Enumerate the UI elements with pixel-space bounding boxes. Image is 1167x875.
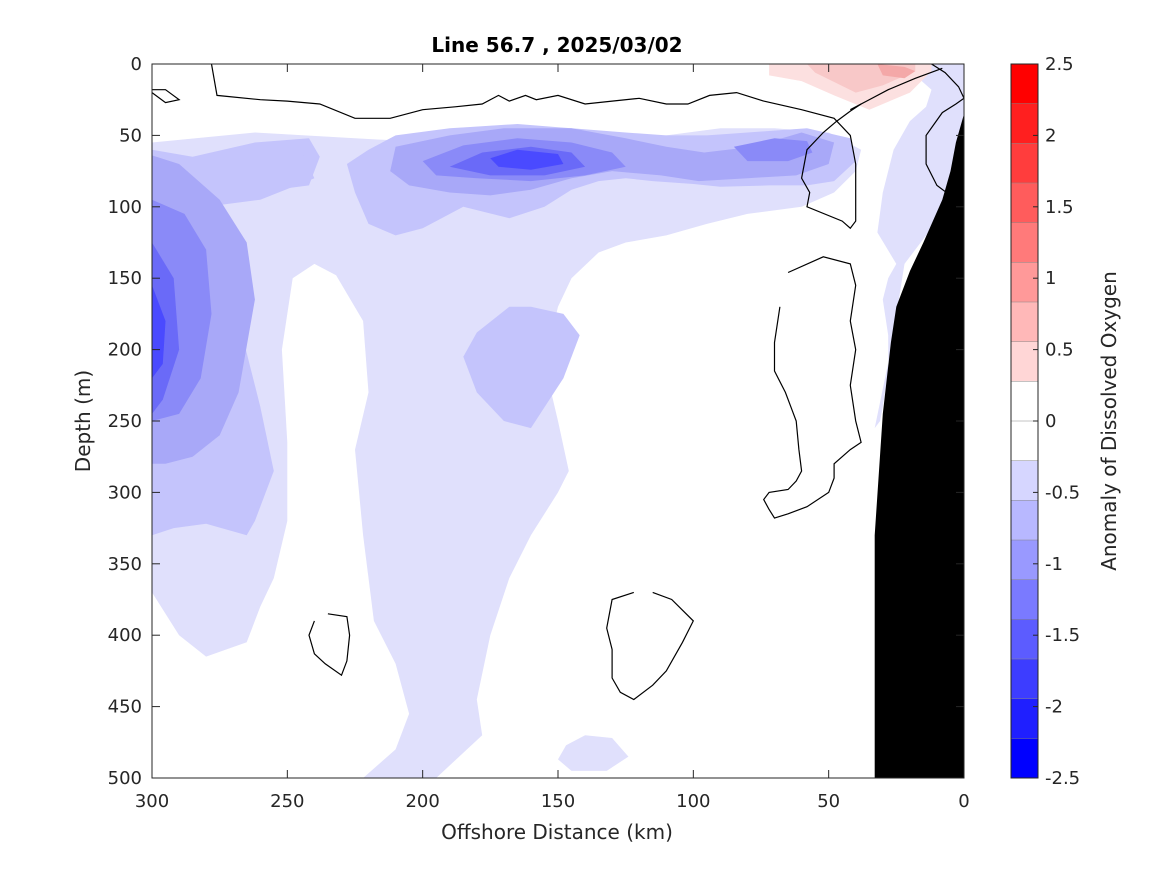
colorbar-swatch-4 [1011, 222, 1038, 263]
x-tick-label-2: 200 [405, 791, 439, 812]
colorbar-tick-label-0: 2.5 [1045, 54, 1074, 75]
contour-fill-layer [152, 64, 964, 778]
contour-region-18 [877, 64, 916, 79]
contour-region-6 [463, 306, 580, 429]
y-tick-label-1: 50 [119, 125, 142, 146]
colorbar-tick-label-1: 2 [1045, 125, 1056, 146]
y-tick-label-3: 150 [108, 268, 142, 289]
colorbar-swatch-5 [1011, 262, 1038, 303]
colorbar-tick-label-2: 1.5 [1045, 197, 1074, 218]
zero-contour-0 [210, 64, 862, 230]
contour-region-12 [152, 242, 180, 414]
zero-contour-6 [606, 591, 695, 701]
zero-contour-2 [850, 67, 943, 111]
colorbar-swatch-7 [1011, 341, 1038, 382]
colorbar-tick-label-10: -2.5 [1045, 768, 1080, 789]
x-tick-label-0: 300 [135, 791, 169, 812]
colorbar-swatch-1 [1011, 103, 1038, 144]
contour-region-1 [558, 735, 629, 771]
x-tick-label-3: 150 [541, 791, 575, 812]
colorbar-swatch-10 [1011, 460, 1038, 501]
contour-region-0 [152, 128, 862, 778]
y-tick-label-7: 350 [108, 554, 142, 575]
y-axis: 0 50 100 150 200 250 300 350 400 450 500 [108, 54, 964, 789]
bathymetry-layer [874, 114, 964, 778]
zero-contour-layer [152, 64, 964, 701]
y-tick-label-10: 500 [108, 768, 142, 789]
contour-region-15 [490, 149, 564, 170]
zero-contour-1 [152, 89, 181, 104]
colorbar-swatch-13 [1011, 579, 1038, 620]
zero-contour-3 [925, 64, 964, 201]
colorbar-swatch-3 [1011, 183, 1038, 224]
plot-area [151, 63, 965, 779]
colorbar: 2.5 2 1.5 1 0.5 0 -0.5 -1 -1.5 -2 -2.5 [1010, 54, 1080, 789]
colorbar-label: Anomaly of Dissolved Oxygen [1097, 271, 1121, 571]
y-tick-label-5: 250 [108, 411, 142, 432]
colorbar-swatch-9 [1011, 421, 1038, 462]
colorbar-tick-label-4: 0.5 [1045, 340, 1074, 361]
colorbar-swatch-15 [1011, 659, 1038, 700]
zero-contour-5 [308, 613, 351, 677]
y-tick-label-0: 0 [131, 54, 142, 75]
colorbar-swatch-11 [1011, 500, 1038, 541]
colorbar-swatch-8 [1011, 381, 1038, 422]
chart-title: Line 56.7 , 2025/03/02 [431, 33, 682, 57]
colorbar-tick-label-8: -1.5 [1045, 625, 1080, 646]
y-tick-label-4: 200 [108, 340, 142, 361]
x-tick-label-5: 50 [817, 791, 840, 812]
y-tick-label-8: 400 [108, 625, 142, 646]
colorbar-swatch-14 [1011, 619, 1038, 660]
colorbar-swatch-17 [1011, 738, 1038, 779]
colorbar-tick-label-6: -0.5 [1045, 482, 1080, 503]
y-tick-label-6: 300 [108, 482, 142, 503]
zero-contour-4 [762, 256, 862, 519]
colorbar-swatch-2 [1011, 143, 1038, 184]
x-tick-label-6: 0 [958, 791, 969, 812]
colorbar-tick-label-5: 0 [1045, 411, 1056, 432]
x-axis-label: Offshore Distance (km) [441, 820, 673, 844]
contour-region-14 [152, 285, 166, 379]
colorbar-tick-label-9: -2 [1045, 697, 1063, 718]
y-tick-label-2: 100 [108, 197, 142, 218]
colorbar-tick-label-3: 1 [1045, 268, 1056, 289]
colorbar-swatch-0 [1011, 64, 1038, 105]
bathymetry-mask [874, 114, 964, 778]
y-axis-label: Depth (m) [71, 370, 95, 472]
contour-region-2 [874, 64, 964, 429]
x-tick-label-1: 250 [270, 791, 304, 812]
colorbar-swatch-16 [1011, 698, 1038, 739]
colorbar-swatch-6 [1011, 302, 1038, 343]
y-tick-label-9: 450 [108, 697, 142, 718]
x-tick-label-4: 100 [676, 791, 710, 812]
colorbar-swatch-12 [1011, 540, 1038, 581]
contour-region-11 [733, 138, 813, 162]
x-axis: 300 250 200 150 100 50 0 [135, 64, 970, 812]
colorbar-tick-label-7: -1 [1045, 554, 1063, 575]
